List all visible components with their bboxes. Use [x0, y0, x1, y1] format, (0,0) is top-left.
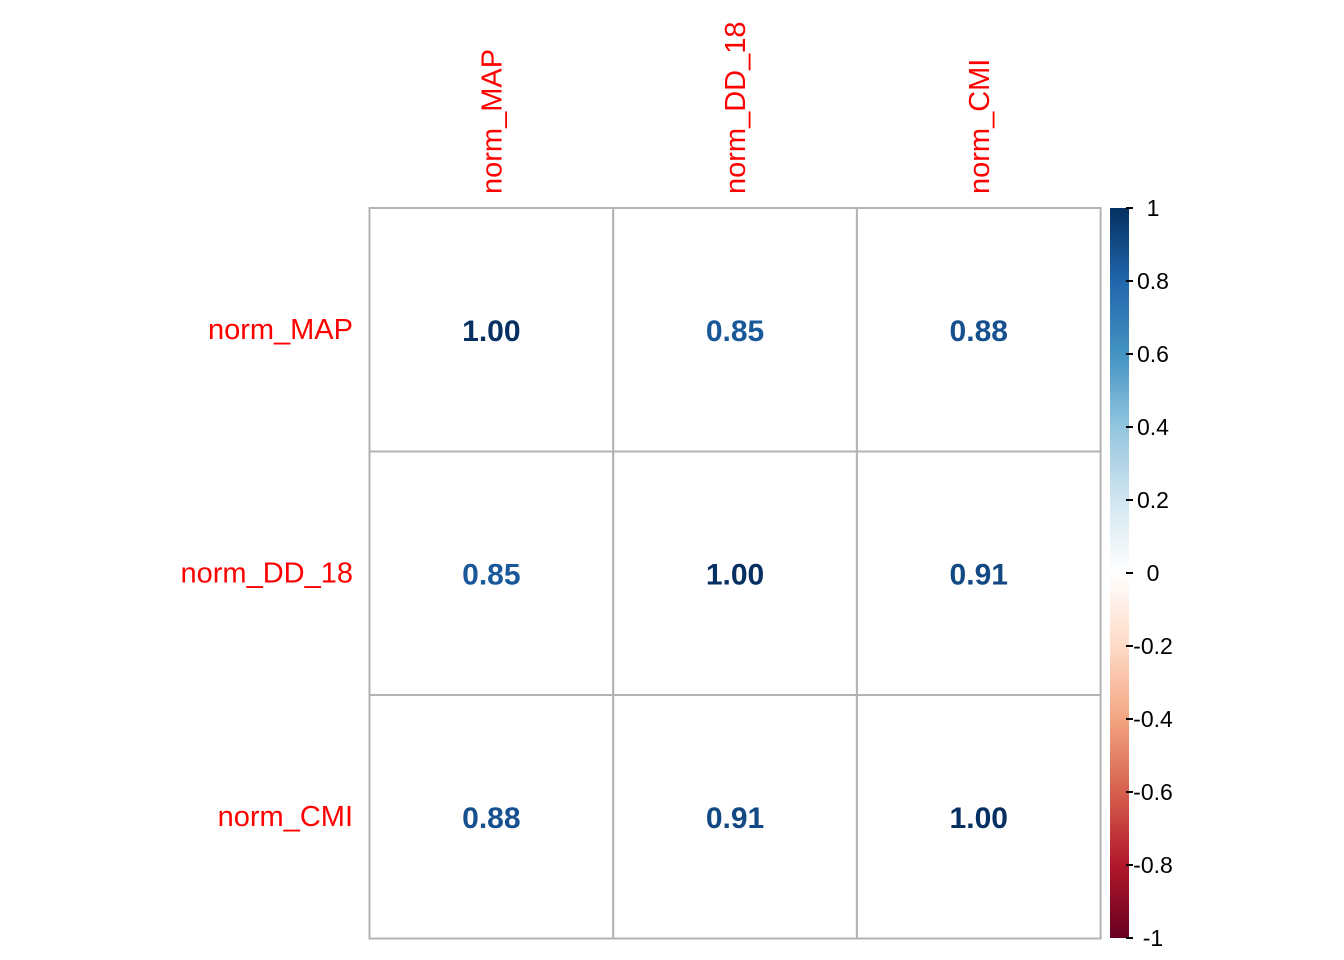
cell-value: 1.00 — [950, 802, 1008, 835]
matrix-cell — [855, 450, 1102, 696]
cell-value: 0.88 — [462, 802, 520, 835]
matrix-cell — [612, 694, 858, 940]
colorbar-tick-label: 0 — [1147, 560, 1160, 586]
matrix-cell — [368, 450, 615, 696]
cell-value: 0.85 — [706, 315, 764, 348]
colorbar-gradient — [1110, 208, 1129, 938]
colorbar-tick-label: -0.4 — [1133, 706, 1173, 732]
cell-value: 0.91 — [950, 558, 1008, 591]
colorbar-tick-label: -1 — [1143, 925, 1163, 951]
colorbar-tick-label: 1 — [1147, 195, 1160, 221]
cell-values: 1.00 0.85 0.88 0.85 1.00 0.91 0.88 0.91 1.00 — [462, 315, 1008, 835]
cell-value: 0.85 — [462, 558, 520, 591]
colorbar: 1 0.8 0.6 0.4 0.2 0 -0.2 -0.4 -0.6 -0.8 -1 — [1110, 195, 1173, 951]
colorbar-tick-label: 0.8 — [1137, 268, 1169, 294]
row-labels: norm_MAP norm_DD_18 norm_CMI — [181, 314, 353, 833]
matrix-cells — [368, 207, 1102, 940]
column-labels: norm_MAP norm_DD_18 norm_CMI — [476, 22, 995, 194]
colorbar-tick-label: 0.4 — [1137, 414, 1169, 440]
row-label: norm_DD_18 — [181, 557, 353, 589]
matrix-cell — [855, 207, 1102, 453]
matrix-cell — [612, 207, 858, 453]
matrix-cell — [368, 207, 615, 453]
matrix-cell — [855, 694, 1102, 940]
column-label: norm_CMI — [964, 59, 996, 194]
column-label: norm_DD_18 — [720, 22, 752, 194]
cell-value: 0.88 — [950, 315, 1008, 348]
row-label: norm_CMI — [218, 801, 353, 833]
matrix-cell — [368, 694, 615, 940]
column-label: norm_MAP — [476, 49, 508, 194]
matrix-cell — [612, 450, 858, 696]
colorbar-tick-label: 0.6 — [1137, 341, 1169, 367]
colorbar-tick-label: -0.6 — [1133, 779, 1173, 805]
cell-value: 0.91 — [706, 802, 764, 835]
colorbar-tick-label: -0.8 — [1133, 852, 1173, 878]
row-label: norm_MAP — [208, 314, 353, 346]
colorbar-tick-label: 0.2 — [1137, 487, 1169, 513]
colorbar-tick-label: -0.2 — [1133, 633, 1173, 659]
cell-value: 1.00 — [706, 558, 764, 591]
cell-value: 1.00 — [462, 315, 520, 348]
